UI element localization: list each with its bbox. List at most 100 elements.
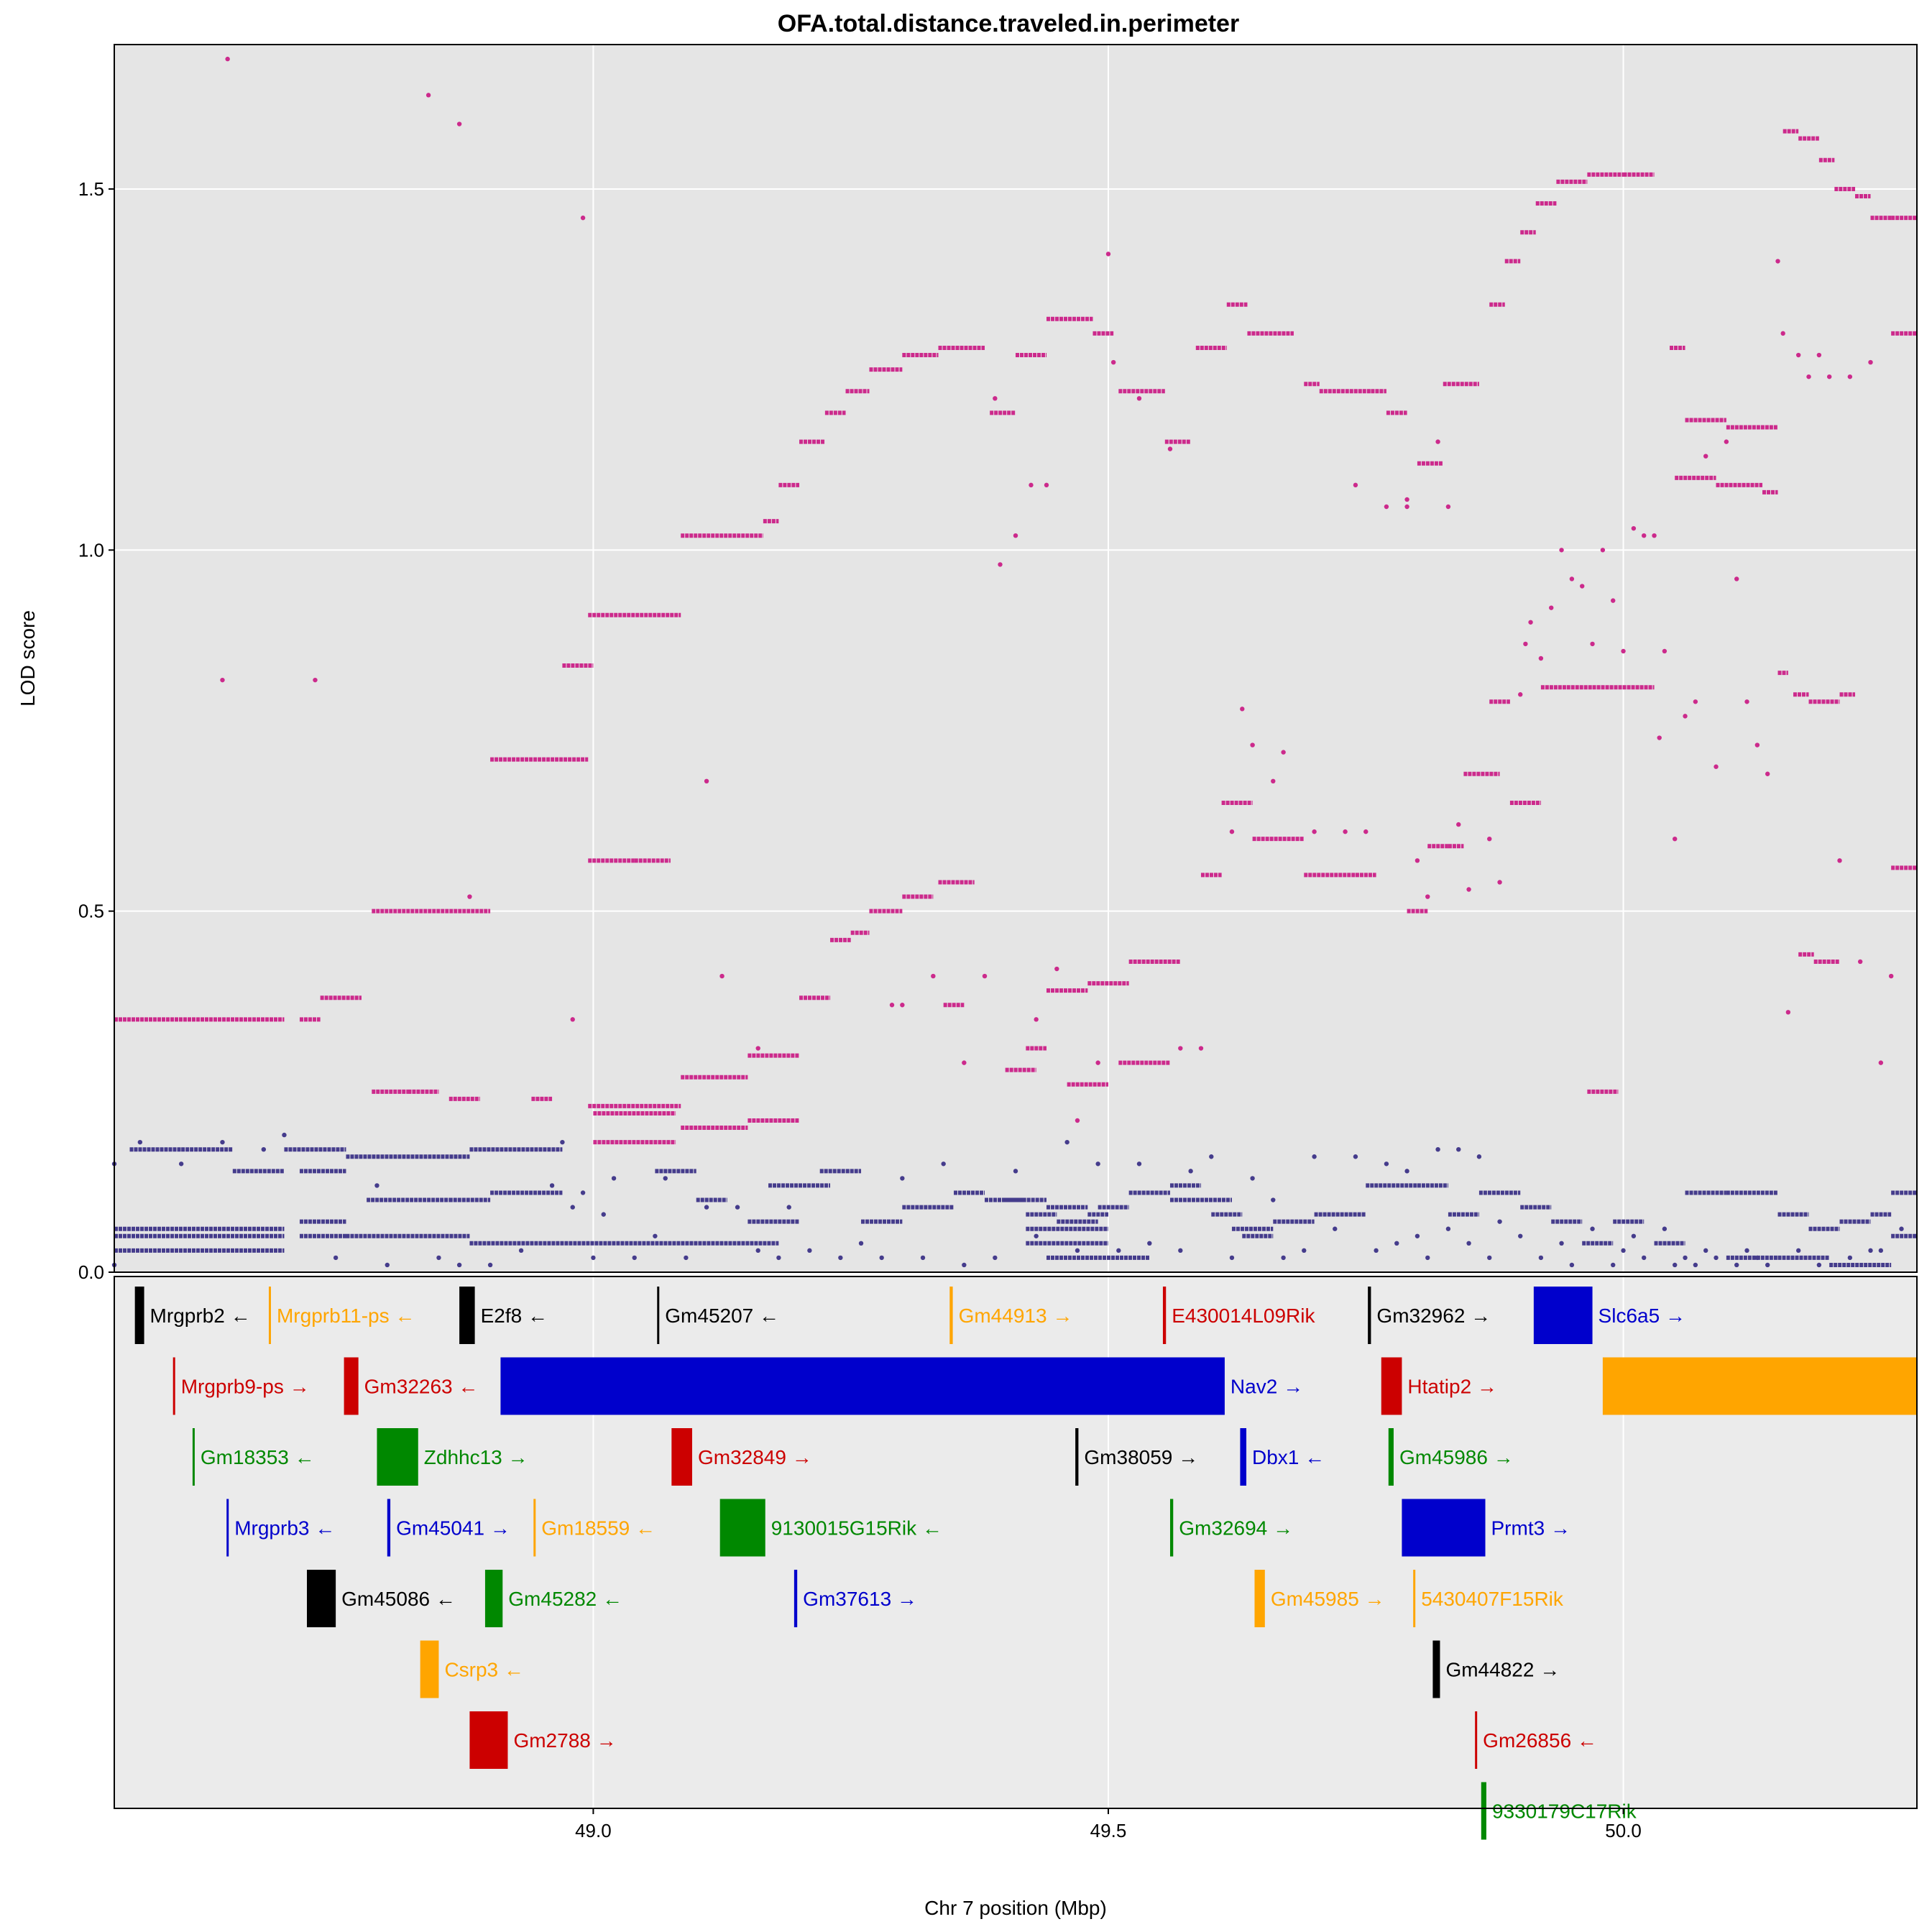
gene-E2f8: E2f8 ← (459, 1287, 548, 1344)
lod-point (1765, 1262, 1770, 1268)
gene-body (1602, 1357, 1917, 1415)
lod-point (1868, 1248, 1873, 1254)
gene-body (671, 1428, 692, 1486)
lod-point (1281, 750, 1286, 755)
lod-point (1013, 1169, 1018, 1174)
gene-Gm18559: Gm18559 ← (533, 1499, 656, 1557)
lod-point (1693, 699, 1698, 704)
lod-point (704, 778, 709, 784)
gene-E430014L09Rik: E430014L09Rik (1162, 1287, 1316, 1344)
lod-point (1095, 1060, 1100, 1065)
lod-point (931, 973, 936, 979)
gene-panel (114, 1276, 1917, 1808)
gene-label: Mrgprb2 ← (150, 1305, 251, 1327)
lod-point (1714, 1255, 1719, 1261)
gene-body (420, 1640, 439, 1698)
gene-5430407F15Rik: 5430407F15Rik (1413, 1570, 1564, 1627)
lod-point (1487, 1255, 1492, 1261)
lod-point (1847, 1255, 1853, 1261)
gene-label: Mrgprb9-ps → (181, 1376, 310, 1398)
lod-point (755, 1046, 760, 1051)
lod-point (1374, 1248, 1379, 1254)
lod-point (1466, 887, 1471, 892)
y-tick-label: 0.5 (78, 901, 104, 922)
y-tick-label: 1.0 (78, 539, 104, 561)
gene-label: Gm38059 → (1084, 1446, 1198, 1468)
gene-9330179C17Rik: 9330179C17Rik (1481, 1782, 1637, 1840)
gene-track: Mrgprb2 ← Mrgprb11-ps ← E2f8 ← Gm45207 ← Gm4… (134, 1287, 1917, 1840)
lod-point (1302, 1248, 1307, 1254)
gene-Gm32263: Gm32263 ← (344, 1357, 478, 1415)
gene-Gm32962: Gm32962 → (1368, 1287, 1491, 1344)
gene-Gm45041: Gm45041 → (387, 1499, 510, 1557)
lod-point (982, 973, 988, 979)
lod-point (920, 1255, 926, 1261)
lod-point (1538, 656, 1544, 661)
gene-Gm37613: Gm37613 → (794, 1570, 917, 1627)
lod-point (456, 1262, 462, 1268)
lod-point (1497, 880, 1502, 885)
lod-point (1724, 439, 1729, 444)
gene-body (172, 1357, 175, 1415)
lod-point (580, 215, 586, 221)
lod-point (1333, 1226, 1338, 1231)
gene-label: Csrp3 ← (444, 1659, 523, 1681)
lod-point (719, 973, 724, 979)
lod-point (1404, 504, 1409, 510)
lod-point (1209, 1154, 1214, 1159)
gene-label: Dbx1 ← (1252, 1446, 1325, 1468)
lod-point (487, 1262, 493, 1268)
lod-point (1673, 1262, 1678, 1268)
lod-point (1178, 1046, 1183, 1051)
lod-point (1795, 352, 1801, 358)
lod-point (1518, 692, 1523, 697)
gene-Gm38059: Gm38059 → (1075, 1428, 1198, 1486)
lod-point (1683, 714, 1688, 719)
gene-body (1388, 1428, 1394, 1486)
lod-point (1631, 1233, 1637, 1238)
lod-point (1837, 858, 1842, 863)
gene-Htatip2: Htatip2 → (1381, 1357, 1497, 1415)
gene-label: Gm44913 → (959, 1305, 1073, 1327)
gene-label: Mrgprb3 ← (234, 1517, 335, 1540)
lod-point (1673, 836, 1678, 842)
lod-point (1116, 1248, 1121, 1254)
gene-Gm45985: Gm45985 → (1254, 1570, 1385, 1627)
lod-point (1780, 331, 1785, 336)
lod-point (570, 1017, 575, 1022)
x-tick-label: 49.0 (575, 1820, 612, 1841)
lod-point (1785, 1010, 1791, 1015)
lod-marks (111, 56, 1917, 1268)
lod-point (1888, 973, 1894, 979)
gene-body (1381, 1357, 1402, 1415)
lod-point (1240, 707, 1245, 712)
lod-point (993, 396, 998, 401)
gene-label: Prmt3 → (1491, 1517, 1570, 1540)
gene-label: Htatip2 → (1407, 1376, 1497, 1398)
gene-body (306, 1570, 336, 1627)
lod-point (1250, 742, 1255, 748)
lod-point (601, 1212, 606, 1217)
lod-point (1744, 1248, 1749, 1254)
lod-point (1590, 641, 1595, 647)
x-axis-label: Chr 7 position (Mbp) (924, 1897, 1107, 1919)
gene-Gm2788: Gm2788 → (469, 1711, 617, 1769)
lod-point (1363, 829, 1368, 834)
lod-point (261, 1147, 267, 1152)
gene-body (657, 1287, 660, 1344)
gene-label: Gm32694 → (1179, 1517, 1293, 1540)
gene-label: Mrgprb11-ps ← (277, 1305, 415, 1327)
lod-point (1250, 1176, 1255, 1181)
gene-label: Gm45086 ← (341, 1588, 456, 1610)
lod-point (1714, 764, 1719, 769)
gene-body (1481, 1782, 1486, 1840)
lod-point (1600, 548, 1606, 553)
gene-label: Gm26856 ← (1483, 1729, 1597, 1752)
lod-point (858, 1241, 864, 1246)
gene-body (459, 1287, 475, 1344)
lod-point (225, 56, 230, 62)
lod-point (456, 121, 462, 126)
lod-point (1857, 959, 1863, 965)
lod-point (1404, 1169, 1409, 1174)
